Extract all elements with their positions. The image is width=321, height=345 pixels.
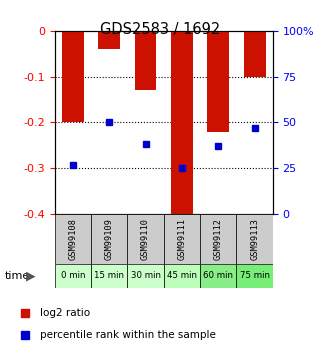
Bar	[244, 31, 265, 77]
Bar	[207, 31, 229, 132]
Bar	[127, 214, 164, 264]
Text: GSM99108: GSM99108	[68, 218, 77, 260]
Text: GSM99110: GSM99110	[141, 218, 150, 260]
Text: 0 min: 0 min	[61, 272, 85, 280]
Bar	[134, 31, 156, 90]
Bar	[55, 264, 91, 288]
Bar	[171, 31, 193, 214]
Text: 60 min: 60 min	[203, 272, 233, 280]
Text: 45 min: 45 min	[167, 272, 197, 280]
Bar	[91, 264, 127, 288]
Text: GSM99109: GSM99109	[105, 218, 114, 260]
Bar	[237, 214, 273, 264]
Bar	[200, 214, 237, 264]
Text: percentile rank within the sample: percentile rank within the sample	[40, 330, 216, 340]
Bar	[98, 31, 120, 49]
Text: GDS2583 / 1692: GDS2583 / 1692	[100, 22, 221, 37]
Bar	[200, 264, 237, 288]
Text: GSM99111: GSM99111	[178, 218, 187, 260]
Text: 30 min: 30 min	[131, 272, 160, 280]
Bar	[164, 264, 200, 288]
Bar	[55, 214, 91, 264]
Bar	[62, 31, 84, 122]
Text: GSM99112: GSM99112	[214, 218, 223, 260]
Bar	[127, 264, 164, 288]
Text: log2 ratio: log2 ratio	[40, 308, 90, 318]
Bar	[237, 264, 273, 288]
Text: ▶: ▶	[26, 269, 35, 283]
Text: 15 min: 15 min	[94, 272, 124, 280]
Text: GSM99113: GSM99113	[250, 218, 259, 260]
Bar	[91, 214, 127, 264]
Bar	[164, 214, 200, 264]
Text: time: time	[5, 271, 30, 281]
Text: 75 min: 75 min	[240, 272, 270, 280]
